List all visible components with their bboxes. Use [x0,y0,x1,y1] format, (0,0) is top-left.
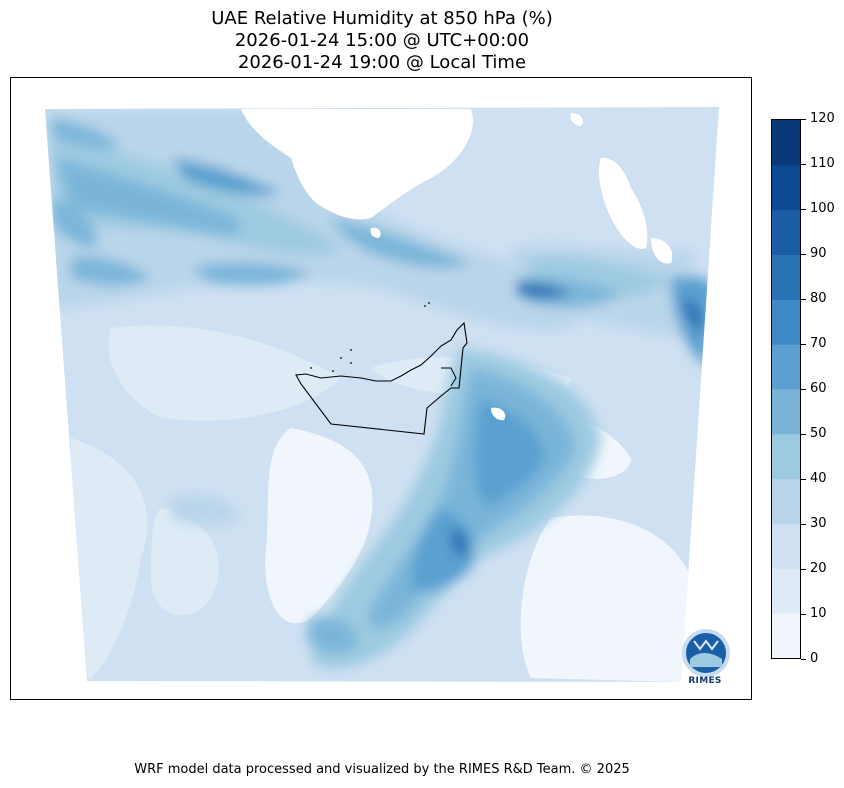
colorbar-segment [772,299,800,345]
colorbar-segment [772,523,800,569]
colorbar-tick-label: 0 [801,652,818,666]
colorbar [771,119,801,659]
utc-time: 2026-01-24 15:00 @ UTC+00:00 [234,30,530,51]
colorbar-segment [772,478,800,524]
colorbar-segment [772,209,800,255]
colorbar-segment [772,613,800,658]
rimes-logo-text: RIMES [688,676,722,686]
colorbar-segment [772,568,800,614]
footer-credit: WRF model data processed and visualized … [134,762,630,777]
colorbar-tick-label: 120 [801,112,835,126]
colorbar-tick-label: 110 [801,157,835,171]
colorbar-tick-label: 100 [801,202,835,216]
colorbar-tick-label: 30 [801,517,827,531]
colorbar-segment [772,344,800,390]
colorbar-segment [772,164,800,211]
colorbar-tick-label: 50 [801,427,827,441]
colorbar-tick-label: 20 [801,562,827,576]
colorbar-segment [772,120,800,166]
humidity-contours [45,107,719,682]
rimes-logo-icon [682,629,730,677]
colorbar-tick-label: 80 [801,292,827,306]
humidity-field [45,107,730,682]
colorbar-tick-label: 10 [801,607,827,621]
colorbar-tick-label: 90 [801,247,827,261]
colorbar-tick-label: 40 [801,472,827,486]
uae-boundary [295,321,468,435]
local-time: 2026-01-24 19:00 @ Local Time [237,52,527,73]
colorbar-gradient [772,120,800,658]
map-area [10,77,752,700]
colorbar-tick-label: 60 [801,382,827,396]
uae-islands [310,302,430,372]
map-title: UAE Relative Humidity at 850 hPa (%) [211,8,553,29]
colorbar-segment [772,389,800,435]
colorbar-segment [772,433,800,480]
colorbar-segment [772,254,800,300]
rimes-logo: RIMES [680,624,730,690]
colorbar-tick-label: 70 [801,337,827,351]
